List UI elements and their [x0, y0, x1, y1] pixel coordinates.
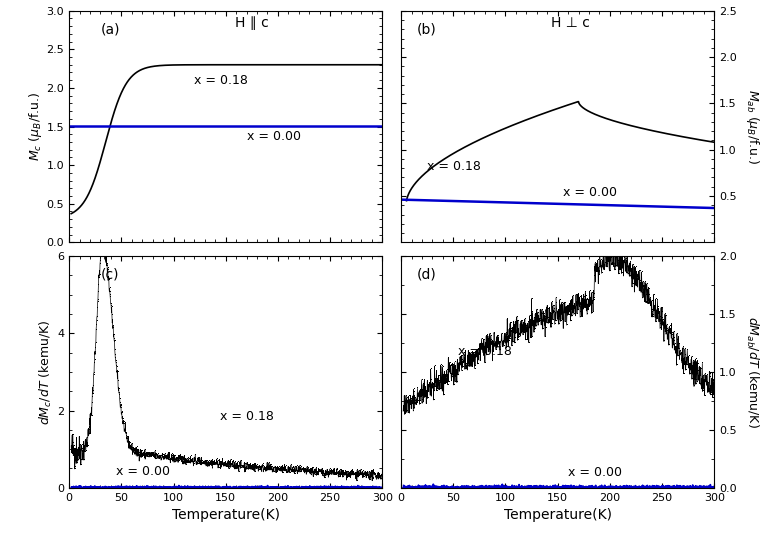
Text: x = 0.00: x = 0.00 [116, 465, 170, 479]
Y-axis label: $dM_{ab}/dT$ (kemu/K): $dM_{ab}/dT$ (kemu/K) [743, 316, 760, 428]
X-axis label: Temperature(K): Temperature(K) [172, 508, 280, 522]
Y-axis label: $M_{ab}$ ($\mu_B$/f.u.): $M_{ab}$ ($\mu_B$/f.u.) [743, 89, 761, 164]
Text: x = 0.18: x = 0.18 [427, 160, 481, 173]
Text: x = 0.00: x = 0.00 [247, 130, 300, 144]
Text: (c): (c) [101, 268, 119, 282]
Y-axis label: $dM_c/dT$ (kemu/K): $dM_c/dT$ (kemu/K) [38, 319, 55, 425]
Text: x = 0.18: x = 0.18 [458, 345, 512, 358]
Text: H ⊥ c: H ⊥ c [551, 16, 591, 30]
Text: x = 0.18: x = 0.18 [194, 74, 248, 87]
Text: x = 0.18: x = 0.18 [220, 410, 274, 423]
Text: (a): (a) [101, 23, 120, 36]
Text: x = 0.00: x = 0.00 [563, 186, 617, 199]
Text: H ∥ c: H ∥ c [235, 16, 269, 30]
Text: (b): (b) [417, 23, 436, 36]
Text: (d): (d) [417, 268, 436, 282]
X-axis label: Temperature(K): Temperature(K) [504, 508, 611, 522]
Text: x = 0.00: x = 0.00 [568, 466, 622, 479]
Y-axis label: $M_c$ ($\mu_B$/f.u.): $M_c$ ($\mu_B$/f.u.) [27, 92, 44, 161]
